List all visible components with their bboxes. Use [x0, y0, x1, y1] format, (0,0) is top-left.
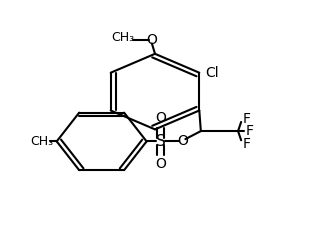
Text: CH₃: CH₃	[112, 31, 135, 44]
Text: S: S	[156, 134, 166, 149]
Text: Cl: Cl	[206, 66, 219, 80]
Text: O: O	[155, 158, 166, 172]
Text: F: F	[246, 124, 254, 138]
Text: F: F	[243, 137, 251, 151]
Text: O: O	[177, 134, 188, 148]
Text: O: O	[155, 111, 166, 125]
Text: O: O	[146, 33, 157, 47]
Text: CH₃: CH₃	[30, 135, 54, 148]
Text: F: F	[243, 112, 251, 125]
